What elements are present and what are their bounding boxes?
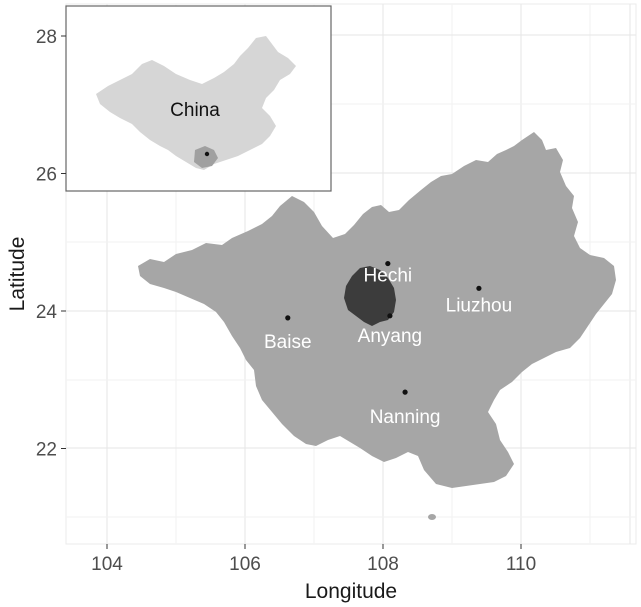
y-axis-ticks: 28 26 24 22 (36, 27, 66, 461)
x-tick-label: 104 (91, 554, 123, 575)
city-dot-baise (285, 315, 291, 321)
city-dot-hechi (385, 260, 391, 267)
x-axis-title: Longitude (305, 580, 397, 603)
city-label-baise: Baise (264, 332, 312, 353)
city-dot-anyang (387, 313, 393, 319)
island (428, 514, 436, 520)
y-tick-label: 24 (36, 302, 58, 323)
city-label-liuzhou: Liuzhou (446, 295, 513, 316)
city-layer: Hechi Liuzhou Baise Anyang Nanning (264, 260, 513, 428)
y-tick-label: 22 (36, 440, 57, 461)
y-tick-label: 28 (36, 27, 57, 48)
x-tick-label: 106 (229, 554, 261, 575)
highlighted-county (344, 266, 396, 326)
china-country (96, 36, 296, 170)
y-tick-label: 26 (36, 165, 57, 186)
china-guangxi-inset (194, 146, 218, 168)
x-tick-label: 108 (367, 554, 399, 575)
city-label-anyang: Anyang (358, 326, 422, 347)
x-axis-ticks: 104106108110112 (91, 544, 536, 575)
x-tick-label: 110 (506, 554, 536, 575)
city-dot-liuzhou (476, 285, 482, 291)
inset-map: China (65, 5, 332, 192)
inset-anyang-dot (204, 151, 210, 157)
inset-country-label: China (170, 100, 220, 121)
y-axis-title: Latitude (6, 237, 29, 312)
city-dot-nanning (402, 389, 408, 395)
city-label-hechi: Hechi (364, 266, 413, 287)
city-label-nanning: Nanning (370, 407, 441, 428)
